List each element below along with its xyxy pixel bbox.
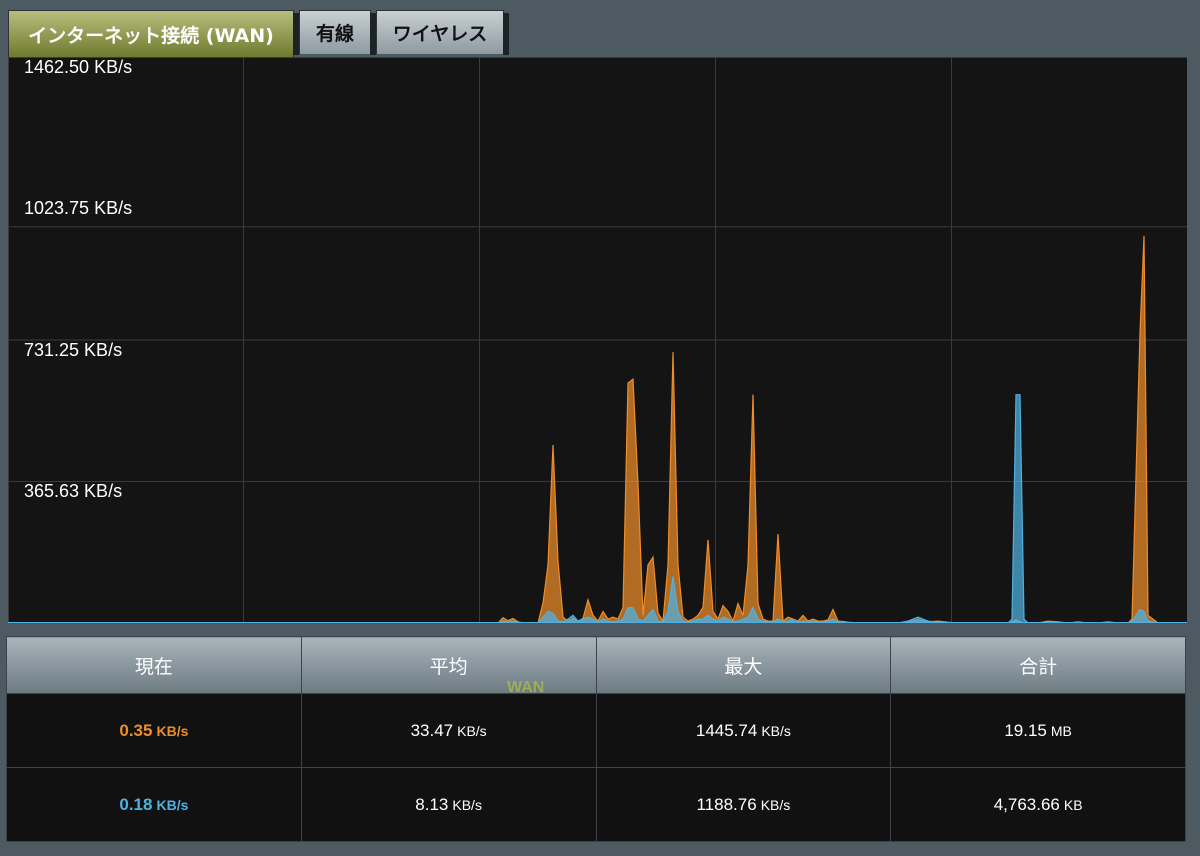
- unit: MB: [1050, 722, 1072, 739]
- y-tick-label-0: 1462.50 KB/s: [24, 57, 133, 77]
- cell-current: 0.35 KB/s: [6, 693, 302, 768]
- series-area-1: [8, 394, 1187, 623]
- tab-wired[interactable]: 有線: [299, 10, 376, 55]
- unit: KB/s: [156, 796, 189, 813]
- cell-average: 8.13 KB/s: [300, 767, 597, 842]
- tab-wired-label: 有線: [315, 23, 354, 45]
- value: 19.15: [1004, 720, 1047, 740]
- stats-row-blue: 0.18 KB/s 8.13 KB/s 1188.76 KB/s 4,763.66 KB: [6, 767, 1186, 842]
- value: 4,763.66: [993, 794, 1060, 814]
- series-area-0: [8, 235, 1187, 623]
- y-tick-label-1: 1023.75 KB/s: [24, 198, 133, 218]
- stats-header-row: 現在 平均 最大 合計: [6, 636, 1186, 694]
- value: 0.18: [119, 794, 153, 814]
- stats-table: 現在 平均 最大 合計 0.35 KB/s 33.47 KB/s 1445.74 KB…: [6, 636, 1186, 842]
- cell-average: 33.47 KB/s: [300, 693, 597, 768]
- traffic-chart: 1462.50 KB/s 1023.75 KB/s 731.25 KB/s 36…: [8, 57, 1187, 623]
- unit: KB/s: [760, 796, 791, 813]
- traffic-chart-svg: [8, 57, 1187, 623]
- header-average: 平均: [300, 636, 597, 694]
- stats-row-orange: 0.35 KB/s 33.47 KB/s 1445.74 KB/s 19.15 MB: [6, 693, 1186, 768]
- cell-max: 1445.74 KB/s: [595, 693, 892, 768]
- value: 1188.76: [696, 794, 757, 814]
- y-tick-label-2: 731.25 KB/s: [24, 340, 123, 360]
- header-max: 最大: [595, 636, 892, 694]
- value: 33.47: [410, 720, 454, 740]
- unit: KB/s: [156, 722, 189, 739]
- unit: KB/s: [452, 796, 482, 813]
- wan-label: WAN: [507, 679, 545, 696]
- cell-total: 4,763.66 KB: [890, 767, 1186, 842]
- tab-wireless-label: ワイヤレス: [392, 23, 488, 45]
- unit: KB/s: [457, 722, 487, 739]
- value: 8.13: [415, 794, 449, 814]
- value: 1445.74: [695, 720, 758, 740]
- header-total: 合計: [890, 636, 1186, 694]
- tab-internet-wan-label: インターネット接続 (WAN): [28, 24, 274, 47]
- tab-internet-wan[interactable]: インターネット接続 (WAN): [8, 10, 299, 57]
- cell-current: 0.18 KB/s: [6, 767, 302, 842]
- tab-shadow: [293, 13, 299, 55]
- y-tick-label-3: 365.63 KB/s: [24, 481, 123, 501]
- tab-shadow: [370, 13, 376, 55]
- unit: KB: [1063, 796, 1083, 813]
- cell-total: 19.15 MB: [890, 693, 1186, 768]
- header-current: 現在: [6, 636, 302, 694]
- value: 0.35: [119, 720, 153, 740]
- unit: KB/s: [761, 722, 791, 739]
- tab-shadow: [503, 13, 509, 55]
- cell-max: 1188.76 KB/s: [595, 767, 892, 842]
- tab-wireless[interactable]: ワイヤレス: [376, 10, 509, 55]
